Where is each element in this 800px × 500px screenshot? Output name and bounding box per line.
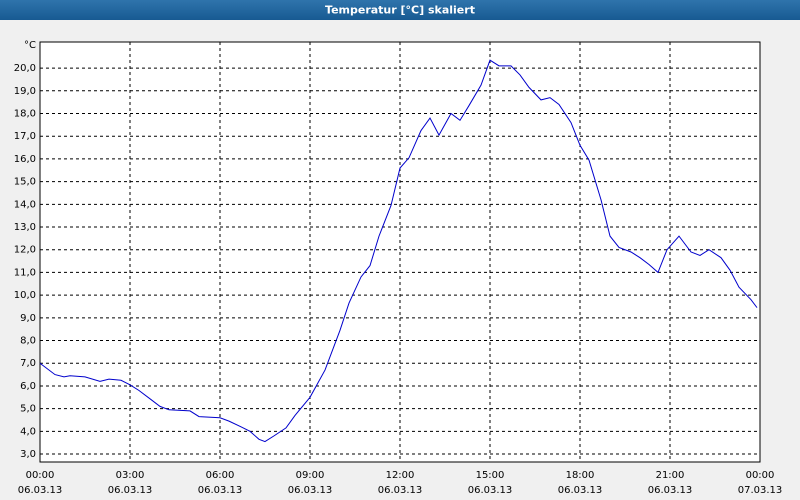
y-tick-label: 17,0 [14,131,36,142]
x-tick-date: 06.03.13 [648,485,693,496]
x-tick-date: 06.03.13 [18,485,63,496]
x-tick-date: 06.03.13 [378,485,423,496]
x-tick-label: 09:00 [296,470,325,481]
title-bar [0,0,800,20]
y-tick-label: 19,0 [14,86,36,97]
chart-title: Temperatur [°C] skaliert [325,4,475,17]
y-tick-label: 18,0 [14,109,36,120]
x-tick-label: 06:00 [206,470,235,481]
y-tick-label: 4,0 [20,426,36,437]
x-tick-label: 21:00 [656,470,685,481]
x-tick-label: 00:00 [746,470,775,481]
y-tick-label: 16,0 [14,154,36,165]
y-tick-label: 13,0 [14,222,36,233]
x-tick-label: 12:00 [386,470,415,481]
x-tick-date: 06.03.13 [468,485,513,496]
x-tick-date: 06.03.13 [198,485,243,496]
data-line [39,59,758,443]
y-tick-label: 7,0 [20,358,36,369]
x-tick-label: 00:00 [26,470,55,481]
y-unit-label: °C [24,40,36,51]
y-tick-label: 15,0 [14,177,36,188]
x-tick-date: 06.03.13 [558,485,603,496]
y-tick-label: 12,0 [14,245,36,256]
y-tick-label: 20,0 [14,63,36,74]
y-tick-label: 8,0 [20,336,36,347]
y-tick-label: 3,0 [20,449,36,460]
y-tick-label: 10,0 [14,290,36,301]
x-tick-date: 07.03.13 [738,485,783,496]
y-tick-label: 9,0 [20,313,36,324]
x-tick-label: 15:00 [476,470,505,481]
y-tick-label: 5,0 [20,404,36,415]
y-tick-label: 6,0 [20,381,36,392]
y-tick-label: 14,0 [14,199,36,210]
x-tick-date: 06.03.13 [108,485,153,496]
x-tick-label: 03:00 [116,470,145,481]
x-tick-label: 18:00 [566,470,595,481]
x-tick-date: 06.03.13 [288,485,333,496]
y-tick-label: 11,0 [14,267,36,278]
